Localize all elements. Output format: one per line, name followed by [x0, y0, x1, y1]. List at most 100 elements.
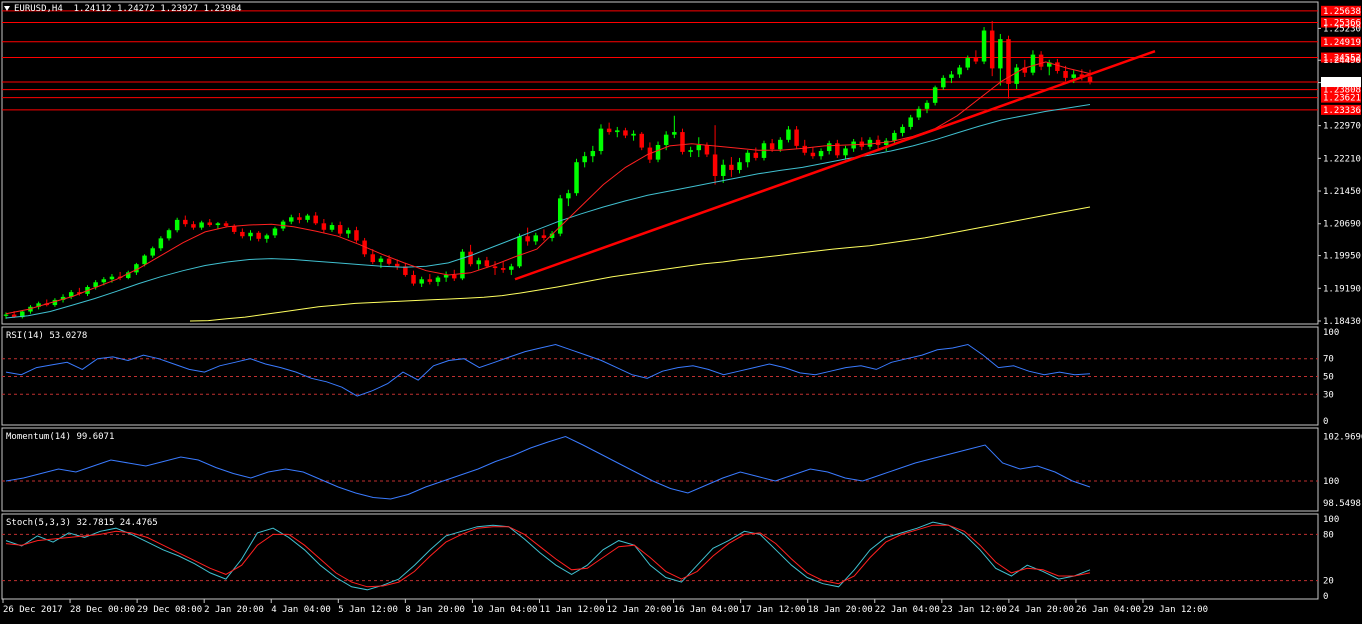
candle-body	[305, 215, 310, 220]
momentum-panel	[1, 427, 1319, 512]
candle-body	[949, 74, 954, 78]
price-level-value: 1.24552	[1323, 54, 1361, 64]
candle-body	[354, 230, 359, 241]
price-level-value: 1.23336	[1323, 106, 1361, 116]
time-axis-label: 11 Jan 12:00	[539, 605, 604, 615]
candle-body	[362, 240, 367, 255]
candle-body	[36, 303, 41, 307]
time-axis-label: 29 Jan 12:00	[1143, 605, 1208, 615]
candle-body	[109, 276, 115, 280]
candle-body	[20, 311, 25, 318]
price-level-value: 1.25638	[1323, 7, 1361, 17]
candle-body	[582, 156, 587, 163]
candle-body	[378, 258, 384, 263]
price-level-value: 1.25366	[1323, 19, 1361, 29]
candle-body	[892, 132, 897, 141]
candle-body	[158, 238, 164, 249]
chart-menu-arrow-icon[interactable]	[4, 6, 10, 11]
candle-body	[786, 129, 791, 140]
time-axis-label: 26 Dec 2017	[3, 605, 63, 615]
time-axis-label: 26 Jan 04:00	[1076, 605, 1141, 615]
candle-body	[223, 223, 229, 226]
candle-body	[126, 272, 131, 278]
candle-body	[704, 144, 710, 155]
price-tick-label: 1.24490	[1323, 56, 1361, 66]
time-axis-label: 5 Jan 12:00	[338, 605, 398, 615]
candle-body	[900, 126, 905, 133]
rsi-level-label: 30	[1323, 390, 1334, 400]
candle-body	[289, 217, 294, 222]
rsi-level-label: 70	[1323, 355, 1334, 365]
candle-body	[1006, 39, 1011, 84]
candle-body	[468, 251, 473, 265]
stoch-level-label: 80	[1323, 530, 1334, 540]
stoch-level-label: 100	[1323, 515, 1339, 525]
candle-body	[802, 145, 807, 153]
candle-body	[101, 279, 107, 283]
candle-body	[549, 233, 555, 238]
current-price-tag	[1321, 76, 1361, 87]
candle-body	[835, 143, 840, 156]
time-axis-label: 28 Dec 00:00	[70, 605, 135, 615]
candle-body	[321, 223, 327, 230]
rsi-level-label: 0	[1323, 417, 1328, 427]
price-tick-label: 1.25230	[1323, 24, 1361, 34]
candle-body	[411, 274, 416, 284]
time-axis-label: 29 Dec 08:00	[137, 605, 202, 615]
price-level-tag	[1321, 36, 1361, 47]
candle-body	[525, 236, 530, 242]
price-tick-label: 1.22210	[1323, 154, 1361, 164]
candle-body	[1063, 70, 1068, 78]
candle-body	[615, 130, 620, 133]
candle-body	[427, 279, 433, 282]
stoch-level-label: 0	[1323, 592, 1328, 602]
candle-body	[778, 139, 783, 150]
candle-body	[696, 144, 702, 151]
candle-body	[883, 140, 889, 145]
ma-mid-line	[5, 104, 1091, 319]
candle-body	[183, 219, 188, 225]
candle-body	[346, 230, 351, 234]
candle-body	[166, 230, 172, 239]
rsi-line	[5, 343, 1091, 397]
time-axis-label: 4 Jan 04:00	[271, 605, 331, 615]
candle-body	[435, 277, 441, 282]
stoch-line	[5, 521, 1091, 591]
candle-body	[875, 139, 881, 145]
candle-body	[769, 143, 775, 150]
candle-body	[965, 58, 970, 68]
candle-body	[574, 162, 579, 194]
candle-body	[712, 154, 718, 176]
candle-body	[215, 223, 221, 226]
candle-body	[729, 164, 734, 170]
candle-body	[908, 117, 913, 127]
stoch-line	[5, 524, 1091, 588]
time-axis-label: 10 Jan 04:00	[472, 605, 537, 615]
candle-body	[517, 236, 522, 267]
rsi-level-label: 100	[1323, 328, 1339, 338]
candle-body	[313, 215, 318, 224]
price-tick-label: 1.18430	[1323, 317, 1361, 327]
candle-body	[533, 235, 539, 242]
candle-body	[590, 151, 596, 157]
candle-body	[476, 260, 481, 265]
candle-body	[631, 133, 636, 136]
candle-body	[745, 152, 750, 163]
candle-body	[207, 222, 213, 226]
candle-body	[1038, 54, 1044, 67]
candle-body	[1055, 62, 1060, 71]
price-tick-label: 1.22970	[1323, 122, 1361, 132]
candle-body	[68, 292, 74, 297]
rsi-label: RSI(14) 53.0278	[6, 331, 88, 341]
candle-body	[720, 164, 726, 176]
time-axis-label: 23 Jan 12:00	[942, 605, 1007, 615]
candle-body	[932, 87, 938, 103]
stoch-panel	[1, 513, 1319, 600]
candle-body	[810, 152, 816, 157]
ma-fast-line	[5, 61, 1091, 315]
symbol-info-label: EURUSD,H4 1.24112 1.24272 1.23927 1.2398…	[14, 4, 242, 14]
candle-body	[598, 128, 604, 152]
candle-body	[386, 258, 392, 264]
